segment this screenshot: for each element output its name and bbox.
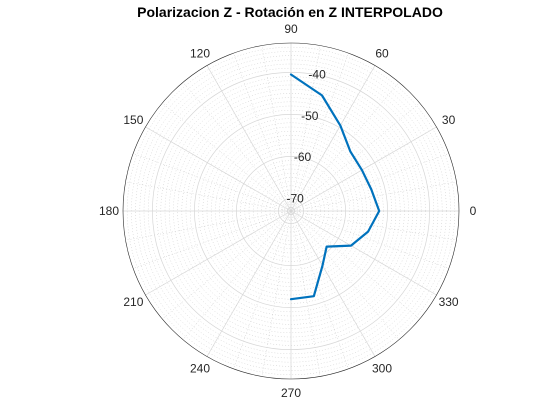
minor-grid-spoke: [133, 210, 292, 269]
major-grid-circle: [236, 156, 346, 266]
chart-title: Polarizacion Z - Rotación en Z INTERPOLA…: [137, 4, 443, 20]
theta-tick-label: 300: [372, 362, 392, 376]
minor-grid-spoke: [290, 53, 349, 212]
minor-grid-spoke: [290, 210, 400, 340]
major-grid-circle: [194, 114, 388, 308]
major-grid-spoke: [290, 126, 437, 212]
minor-grid-spoke: [162, 210, 292, 320]
minor-grid-spoke: [290, 45, 321, 212]
theta-tick-label: 330: [439, 295, 459, 309]
theta-tick-label: 120: [190, 46, 210, 60]
theta-tick-label: 150: [123, 113, 143, 127]
theta-tick-label: 0: [470, 204, 477, 218]
minor-grid-spoke: [290, 153, 449, 212]
major-grid-spoke: [145, 210, 292, 296]
minor-grid-spoke: [290, 102, 420, 212]
minor-grid-spoke: [290, 82, 400, 212]
major-grid-circle: [152, 72, 430, 350]
r-tick-label: -40: [308, 68, 326, 82]
minor-grid-spoke: [125, 210, 292, 241]
theta-tick-label: 60: [375, 46, 389, 60]
minor-grid-spoke: [290, 210, 420, 320]
theta-tick-label: 270: [281, 386, 301, 400]
major-grid-spoke: [290, 65, 376, 212]
series-line: [289, 73, 381, 301]
minor-grid-spoke: [233, 210, 292, 369]
r-tick-label: -50: [301, 109, 319, 123]
minor-grid-spoke: [233, 53, 292, 212]
major-grid-spoke: [290, 210, 437, 296]
major-grid-spoke: [206, 65, 292, 212]
minor-grid-spoke: [290, 210, 449, 269]
minor-grid-spoke: [182, 82, 292, 212]
minor-grid-spoke: [125, 181, 292, 212]
r-tick-label: -70: [287, 192, 305, 206]
theta-tick-label: 90: [284, 22, 298, 36]
minor-grid-spoke: [290, 210, 457, 241]
minor-grid-spoke: [133, 153, 292, 212]
r-tick-label: -60: [294, 150, 312, 164]
data-layer: [289, 73, 381, 301]
outer-circle: [122, 42, 460, 380]
major-grid-spoke: [145, 126, 292, 212]
minor-grid-spoke: [290, 210, 349, 369]
major-grid-circle: [278, 198, 304, 224]
theta-tick-label: 240: [190, 362, 210, 376]
minor-grid-spoke: [182, 210, 292, 340]
major-grid-spoke: [290, 210, 376, 357]
minor-grid-spoke: [261, 45, 292, 212]
minor-grid-spoke: [261, 210, 292, 377]
minor-grid-spoke: [162, 102, 292, 212]
theta-tick-label: 30: [442, 113, 456, 127]
minor-grid-spoke: [290, 210, 321, 377]
major-grid-spoke: [206, 210, 292, 357]
polar-grid: [122, 42, 460, 380]
tick-labels: 0 30 60 90 120 150 180 210 240 270 300 330 -70 -60 -50…: [99, 22, 477, 400]
theta-tick-label: 210: [123, 295, 143, 309]
theta-tick-label: 180: [99, 204, 119, 218]
